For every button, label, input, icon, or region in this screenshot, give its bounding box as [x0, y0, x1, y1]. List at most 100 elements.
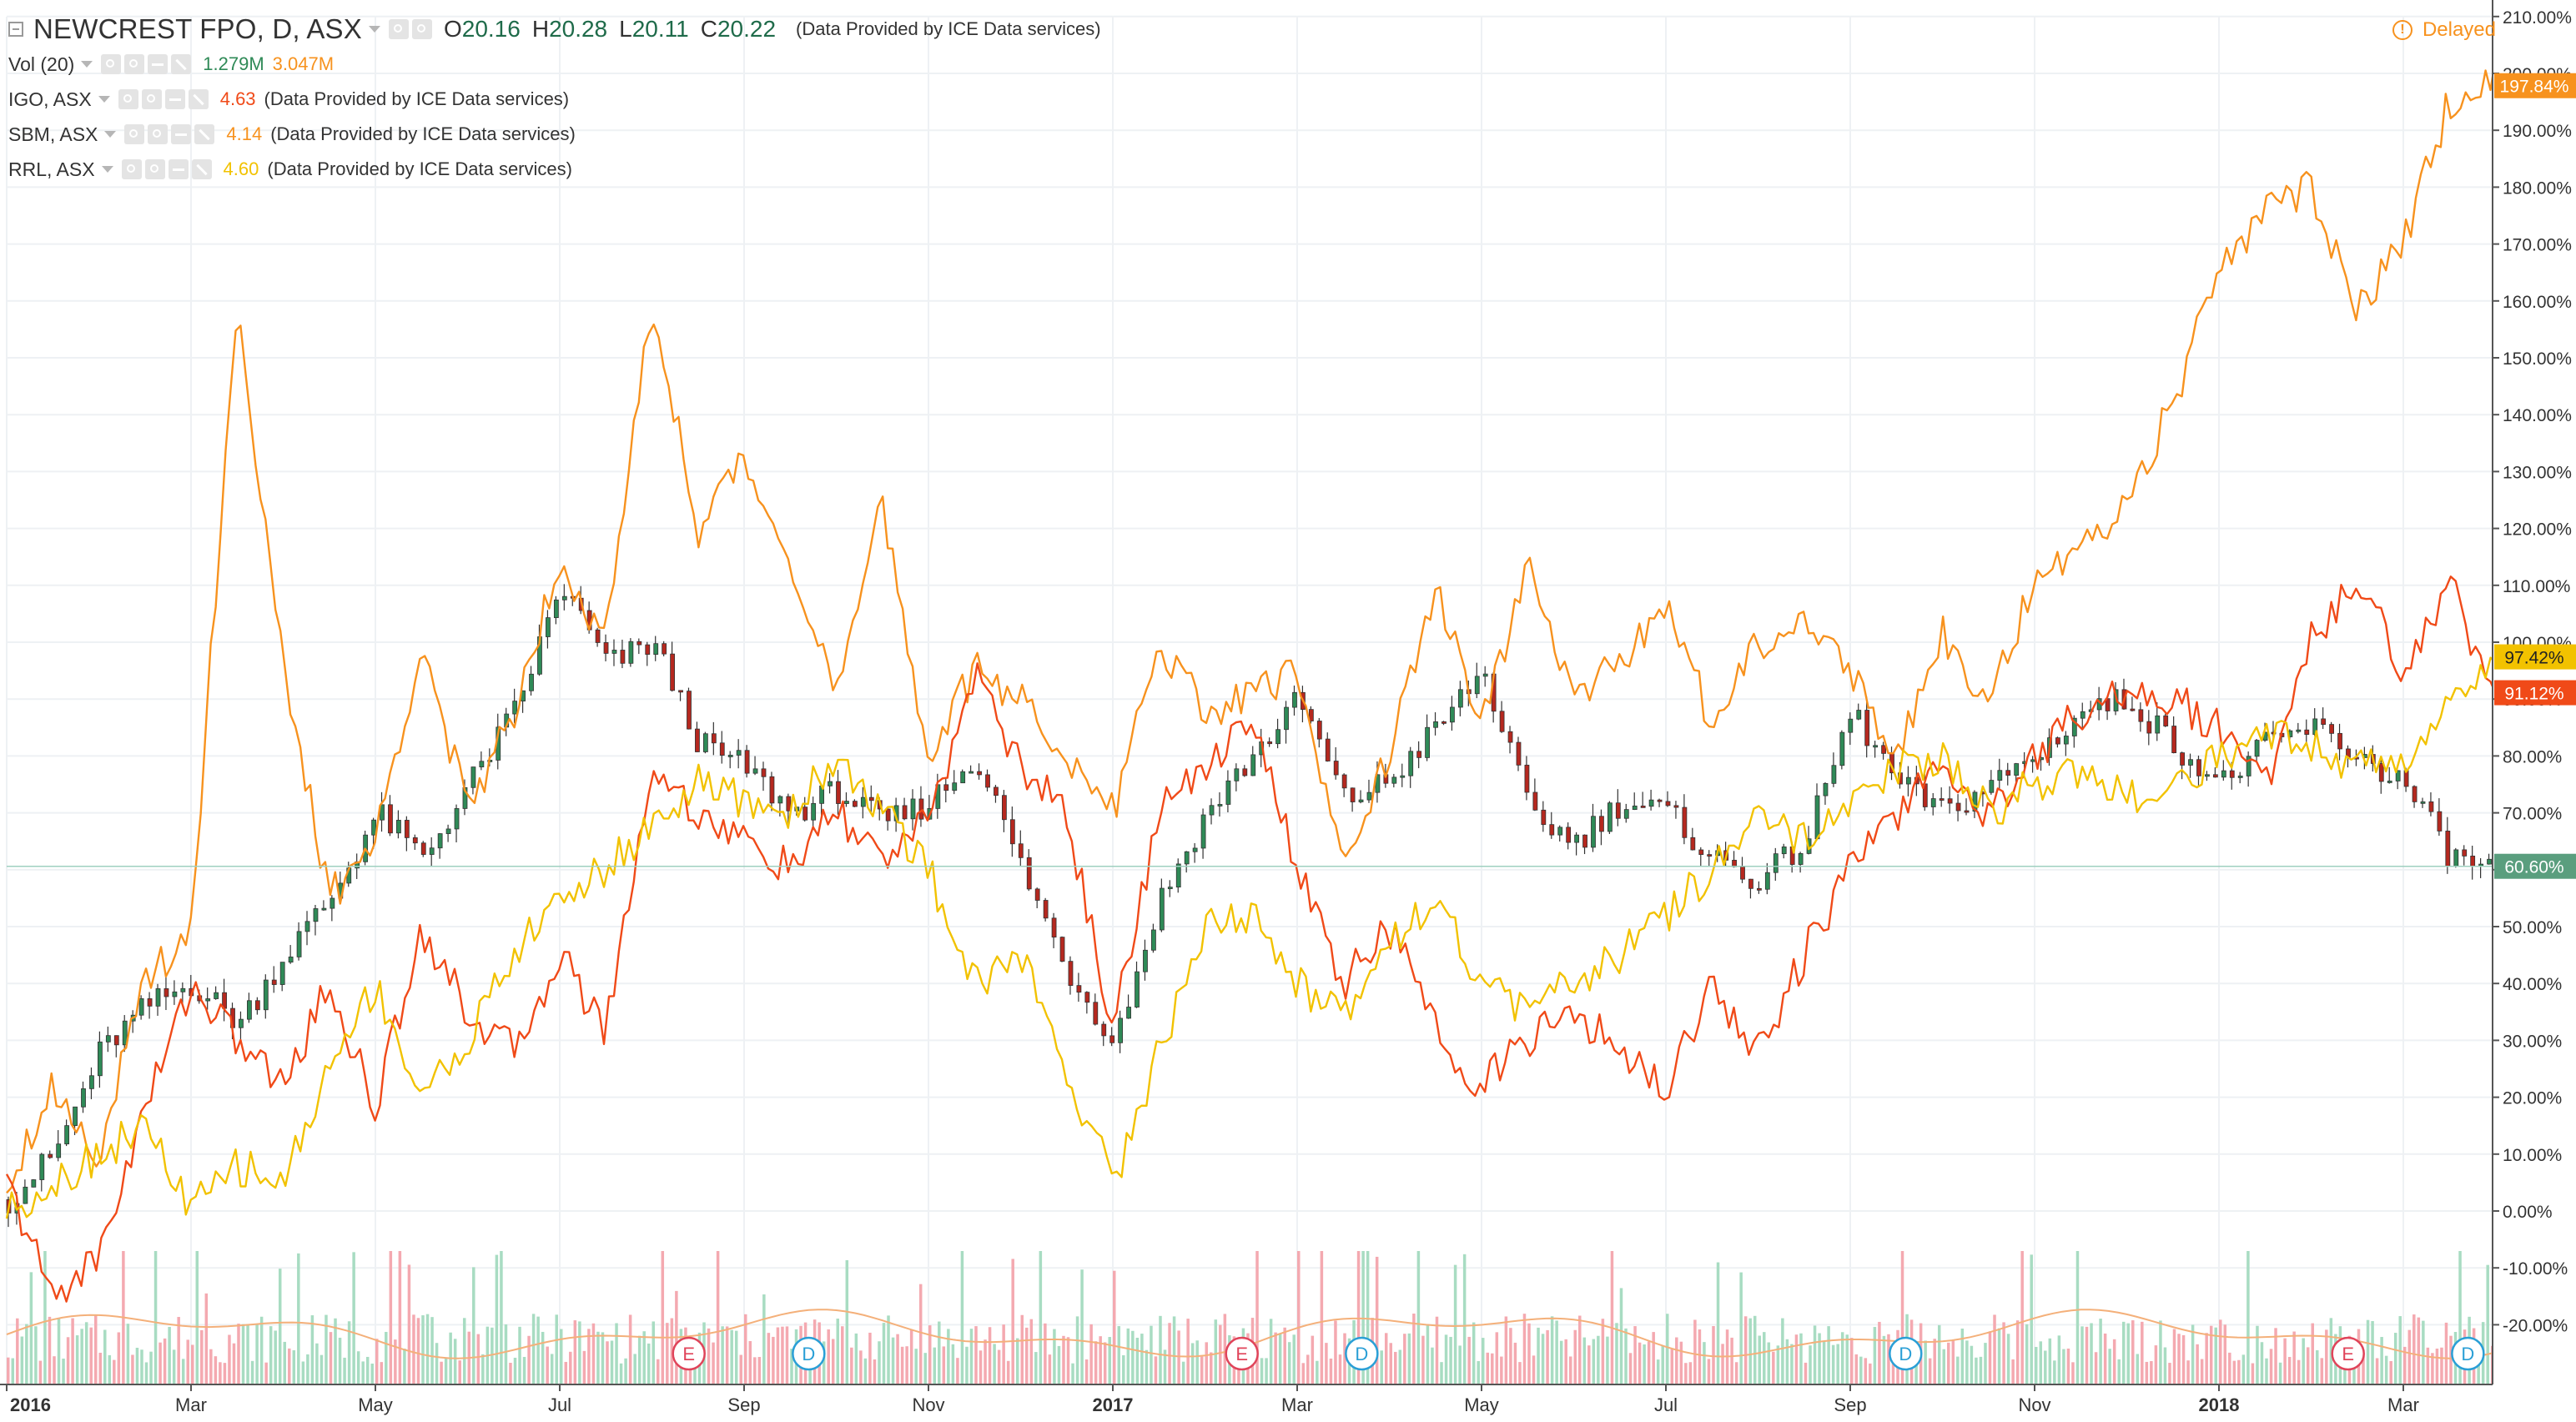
earnings-marker[interactable]: E — [672, 1336, 706, 1371]
candle — [2395, 770, 2401, 790]
volume-bar — [1163, 1349, 1167, 1384]
delayed-label: Delayed — [2422, 18, 2496, 41]
volume-bar — [223, 1363, 227, 1384]
candle — [1167, 880, 1173, 897]
candle-body — [1059, 937, 1065, 962]
eye-icon[interactable] — [388, 19, 409, 39]
dividend-marker[interactable]: D — [1889, 1336, 1923, 1371]
volume-bar — [1214, 1319, 1218, 1384]
candle-body — [2171, 726, 2177, 753]
candle — [1433, 712, 1438, 736]
volume-bar — [1006, 1360, 1010, 1384]
volume-bar — [98, 1352, 102, 1384]
eye-icon[interactable] — [121, 159, 142, 179]
candle-body — [769, 776, 775, 804]
chevron-down-icon[interactable] — [98, 96, 110, 103]
gear-icon[interactable] — [124, 54, 145, 74]
chevron-down-icon[interactable] — [101, 166, 113, 173]
volume-bar — [108, 1354, 112, 1384]
close-icon[interactable] — [191, 159, 212, 179]
candle-body — [1135, 971, 1140, 1007]
volume-bar — [2025, 1324, 2029, 1384]
candle — [1143, 939, 1148, 981]
volume-bar — [772, 1336, 775, 1384]
eye-icon[interactable] — [118, 89, 138, 109]
chevron-down-icon[interactable] — [104, 131, 117, 138]
chevron-down-icon[interactable] — [81, 61, 93, 68]
volume-bar — [380, 1362, 384, 1384]
volume-bar — [1703, 1342, 1706, 1384]
plus-icon[interactable] — [171, 124, 192, 144]
plus-icon[interactable] — [168, 159, 189, 179]
volume-bar — [416, 1318, 420, 1384]
gear-icon[interactable] — [141, 89, 162, 109]
volume-bar — [657, 1359, 660, 1384]
candle-body — [2196, 759, 2201, 776]
candle-body — [1425, 726, 1430, 758]
compare-symbol[interactable]: SBM, ASX — [8, 123, 98, 145]
volume-bar — [1854, 1354, 1859, 1384]
candle — [437, 832, 443, 859]
compare-symbol[interactable]: RRL, ASX — [8, 158, 95, 180]
dividend-marker[interactable]: D — [2451, 1336, 2485, 1371]
candle-body — [678, 690, 683, 693]
volume-bar — [1799, 1333, 1803, 1384]
main-series-row: NEWCREST FPO, D, ASX O20.16 H20.28 L20.1… — [8, 12, 1101, 47]
compare-symbol[interactable]: IGO, ASX — [8, 88, 92, 110]
volume-bar — [1818, 1333, 1821, 1384]
volume-bar — [2200, 1359, 2204, 1384]
plus-icon[interactable] — [148, 54, 169, 74]
eye-icon[interactable] — [124, 124, 145, 144]
candle-body — [752, 768, 758, 774]
plus-icon[interactable] — [164, 89, 185, 109]
gear-icon[interactable] — [148, 124, 169, 144]
candle-body — [1350, 787, 1356, 802]
candle-body — [1623, 809, 1629, 819]
close-icon[interactable] — [194, 124, 215, 144]
close-icon[interactable] — [188, 89, 209, 109]
candle — [645, 641, 651, 666]
candle-body — [1167, 887, 1173, 890]
volume-bar — [1458, 1345, 1462, 1384]
volume-bar — [2057, 1335, 2061, 1384]
candle — [1524, 756, 1530, 801]
volume-bar — [707, 1328, 711, 1384]
dividend-marker[interactable]: D — [792, 1336, 826, 1371]
gear-icon[interactable] — [411, 19, 432, 39]
candle-body — [1831, 765, 1837, 784]
candle-body — [205, 998, 211, 1002]
volume-bar — [20, 1336, 24, 1384]
volume-bar — [1869, 1363, 1872, 1384]
candle — [371, 817, 376, 850]
earnings-marker[interactable]: E — [1225, 1336, 1259, 1371]
volume-bar — [80, 1329, 83, 1384]
candle-body — [1648, 799, 1654, 807]
candle — [952, 770, 958, 795]
volume-bar — [1564, 1339, 1567, 1384]
main-series-title[interactable]: NEWCREST FPO, D, ASX — [33, 13, 362, 44]
candle — [1798, 852, 1804, 873]
earnings-marker[interactable]: E — [2331, 1336, 2365, 1371]
volume-bar — [1168, 1323, 1171, 1384]
eye-icon[interactable] — [101, 54, 122, 74]
dividend-marker[interactable]: D — [1345, 1336, 1379, 1371]
candle — [910, 789, 916, 831]
candle — [1591, 803, 1596, 852]
volume-bar — [283, 1341, 286, 1384]
candle — [2221, 760, 2226, 781]
candle — [2237, 771, 2243, 784]
candle-body — [918, 798, 924, 820]
gear-icon[interactable] — [144, 159, 165, 179]
candle — [2063, 731, 2069, 756]
candle — [1076, 972, 1082, 1002]
collapse-icon[interactable] — [8, 22, 23, 37]
chevron-down-icon[interactable] — [368, 26, 380, 33]
volume-label[interactable]: Vol (20) — [8, 53, 75, 75]
delayed-status[interactable]: ! Delayed — [2392, 18, 2496, 42]
last-value-tag-label: 197.84% — [2500, 78, 2569, 97]
volume-bar — [2094, 1352, 2098, 1384]
close-icon[interactable] — [171, 54, 192, 74]
candle-body — [1906, 776, 1911, 785]
